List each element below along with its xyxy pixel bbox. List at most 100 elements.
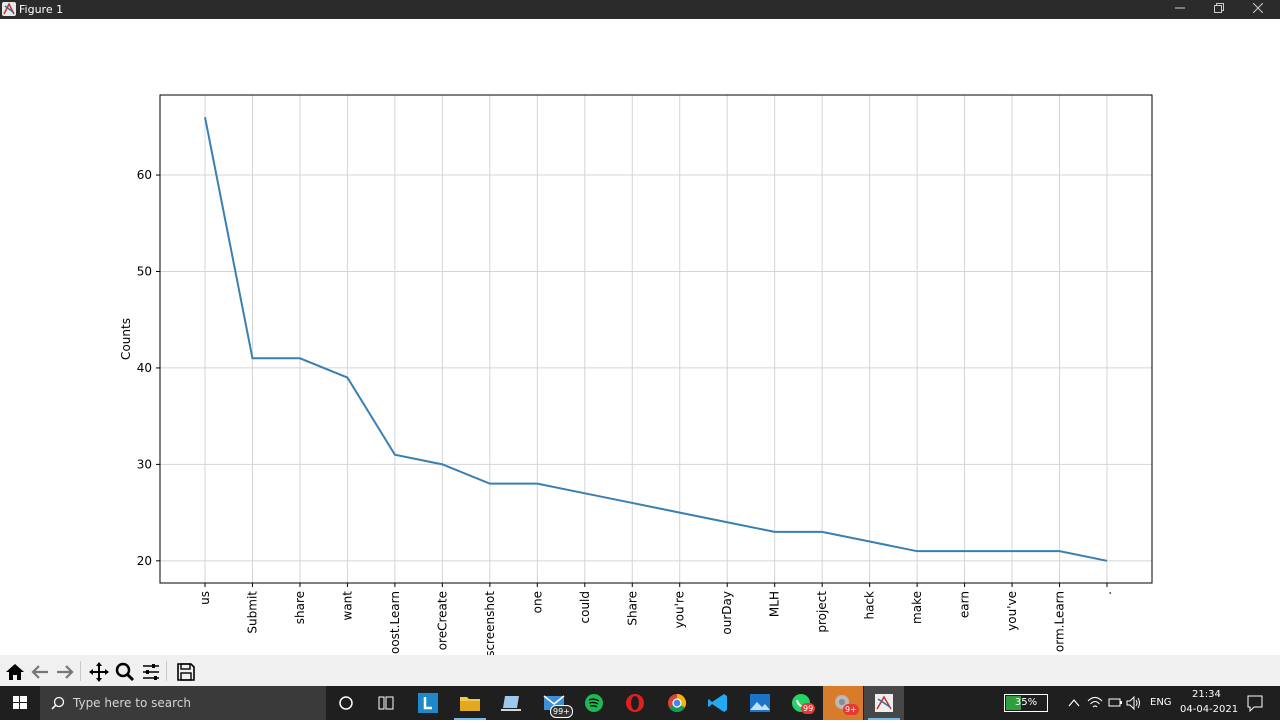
x-tick-label: hack — [863, 591, 877, 620]
chevron-up-icon — [1068, 699, 1080, 707]
taskbar-app-laptop[interactable] — [492, 686, 532, 720]
photos-icon — [750, 694, 770, 712]
active-indicator — [868, 718, 900, 720]
x-tick-label: you're — [673, 591, 687, 628]
axes-frame — [159, 94, 1153, 584]
network-button[interactable] — [1086, 686, 1104, 720]
y-tick-label: 40 — [137, 361, 152, 375]
line-chart: 20 30 40 50 60 us Submit share want oost.Learn or… — [119, 94, 1153, 657]
y-tick-label: 60 — [137, 168, 152, 182]
chrome-badge: 9+ — [843, 704, 859, 715]
toolbar-separator — [166, 661, 167, 681]
battery-fill — [1006, 696, 1021, 710]
zoom-icon — [115, 662, 135, 682]
pan-button[interactable] — [86, 659, 110, 683]
taskbar-file-explorer[interactable] — [450, 686, 490, 720]
y-axis-label: Counts — [119, 318, 133, 360]
battery-indicator[interactable]: 35% — [1004, 694, 1048, 712]
power-button[interactable] — [1106, 686, 1124, 720]
configure-subplots-icon — [143, 664, 159, 680]
close-button[interactable] — [1238, 0, 1278, 19]
series-line — [204, 116, 1108, 562]
clock-time[interactable]: 21:34 — [1192, 689, 1221, 700]
y-axis-ticks: 20 30 40 50 60 — [137, 168, 160, 568]
taskbar-mail[interactable]: 99+ — [534, 686, 574, 720]
x-tick-label: could — [578, 591, 592, 624]
toolbar-separator — [80, 661, 81, 681]
show-hidden-icons-button[interactable] — [1066, 686, 1082, 720]
taskbar-matplotlib-figure[interactable] — [864, 686, 904, 720]
forward-button[interactable] — [52, 659, 76, 683]
search-icon — [51, 696, 65, 710]
x-tick-label: screenshot — [483, 591, 497, 655]
whatsapp-badge: 99 — [801, 703, 816, 714]
matplotlib-app-icon — [2, 2, 16, 16]
x-tick-label: earn — [958, 591, 972, 618]
x-tick-label: oreCreate — [435, 591, 449, 650]
back-arrow-icon — [31, 665, 48, 679]
minimize-button[interactable] — [1160, 0, 1200, 19]
maximize-button[interactable] — [1199, 0, 1239, 19]
taskbar-chrome-alert[interactable]: 9+ — [823, 686, 863, 720]
action-center-button[interactable] — [1240, 686, 1270, 720]
wifi-icon — [1087, 696, 1103, 708]
task-view-button[interactable] — [366, 686, 406, 720]
save-icon — [177, 663, 195, 681]
x-tick-label: share — [293, 591, 307, 624]
laptop-icon — [501, 696, 521, 711]
x-tick-label: Submit — [245, 591, 259, 634]
opera-icon — [626, 694, 644, 712]
cortana-circle-icon — [339, 696, 353, 710]
grid-lines — [160, 95, 1152, 583]
taskbar-opera[interactable] — [615, 686, 655, 720]
search-placeholder: Type here to search — [73, 696, 191, 710]
clock-date[interactable]: 04-04-2021 — [1180, 704, 1239, 715]
pan-icon — [89, 662, 109, 682]
taskbar-app-l[interactable] — [408, 686, 448, 720]
x-tick-label: make — [910, 591, 924, 624]
volume-button[interactable] — [1125, 686, 1143, 720]
x-tick-label: MLH — [768, 591, 782, 617]
x-tick-label: Share — [625, 591, 639, 626]
window-title: Figure 1 — [19, 3, 64, 16]
matplotlib-toolbar — [0, 655, 1280, 686]
chrome-icon — [668, 694, 687, 713]
figure-app-icon — [875, 694, 893, 712]
figure-canvas[interactable]: 20 30 40 50 60 us Submit share want oost.Learn or… — [0, 19, 1280, 657]
y-tick-label: 20 — [137, 554, 152, 568]
minimize-icon — [1175, 7, 1185, 9]
language-indicator[interactable]: ENG — [1150, 697, 1172, 708]
home-button[interactable] — [2, 659, 26, 683]
vscode-icon — [708, 694, 727, 712]
window-title-bar: Figure 1 — [0, 0, 1280, 19]
home-icon — [6, 664, 24, 680]
zoom-button[interactable] — [112, 659, 136, 683]
save-button[interactable] — [173, 659, 197, 683]
x-tick-label: project — [815, 591, 829, 633]
notification-icon — [1247, 695, 1263, 713]
x-tick-label: orm.Learn — [1053, 591, 1067, 652]
cortana-button[interactable] — [326, 686, 366, 720]
taskbar-photos[interactable] — [740, 686, 780, 720]
x-tick-label: you've — [1005, 591, 1019, 631]
l-app-icon — [418, 693, 438, 713]
configure-subplots-button[interactable] — [138, 659, 162, 683]
battery-percent: 35% — [1014, 697, 1038, 708]
active-indicator — [454, 718, 486, 720]
x-axis-ticks: us Submit share want oost.Learn oreCreate scre… — [198, 583, 1114, 657]
x-tick-label: us — [198, 591, 212, 605]
taskbar-spotify[interactable] — [574, 686, 614, 720]
restore-icon — [1214, 3, 1224, 13]
battery-icon — [1108, 698, 1122, 707]
taskbar-vscode[interactable] — [698, 686, 738, 720]
taskbar-search-input[interactable]: Type here to search — [40, 686, 326, 720]
taskbar-chrome[interactable] — [657, 686, 697, 720]
speaker-icon — [1126, 695, 1140, 711]
windows-logo-icon — [13, 696, 27, 709]
mail-badge: 99+ — [550, 705, 573, 718]
x-tick-label: one — [530, 591, 544, 613]
start-button[interactable] — [0, 686, 40, 720]
back-button[interactable] — [27, 659, 51, 683]
taskbar-whatsapp[interactable]: 99 — [781, 686, 821, 720]
close-icon — [1252, 2, 1264, 14]
